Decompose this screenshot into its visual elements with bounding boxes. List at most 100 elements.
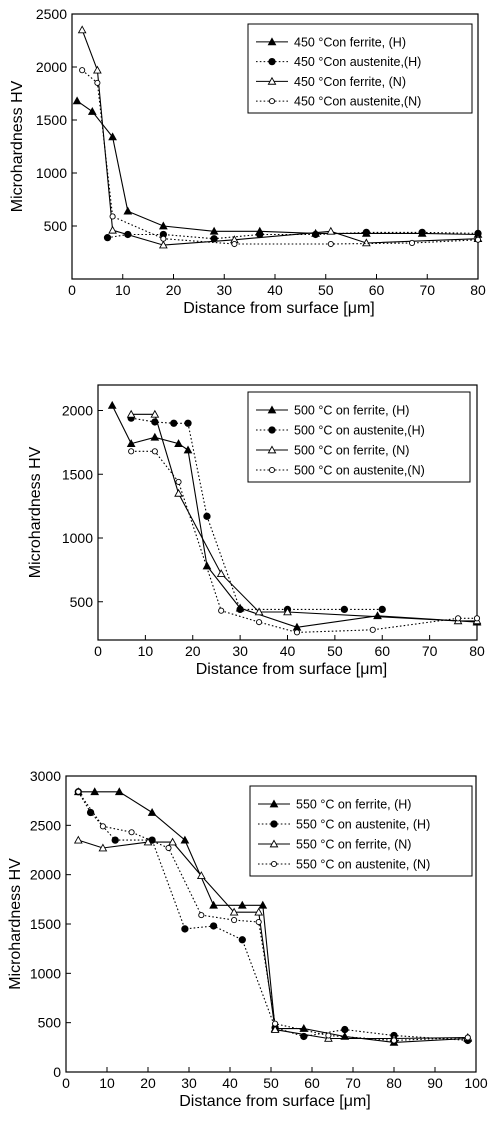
legend: 450 °Con ferrite, (H) 450 °Con austenite,…	[247, 23, 473, 114]
data-point	[160, 235, 167, 242]
y-tick-label: 1000	[62, 530, 93, 546]
chart-500c: 0 10 20 30 40 50 60 70 80 500 1000 1500 2000 Distance…	[27, 384, 485, 678]
x-tick-label: 70	[345, 1075, 361, 1091]
data-point	[272, 1020, 279, 1027]
data-point	[158, 240, 168, 249]
legend-marker	[270, 820, 278, 828]
data-point	[94, 79, 101, 86]
data-point	[327, 240, 334, 248]
y-tick-label: 500	[44, 218, 68, 234]
x-tick-label: 90	[427, 1075, 443, 1091]
series-4	[128, 448, 481, 636]
data-point	[390, 1037, 398, 1044]
data-point	[378, 605, 386, 614]
legend-marker	[267, 76, 277, 85]
data-point	[256, 230, 264, 239]
data-point	[258, 900, 268, 909]
legend-label: 500 °C on austenite,(H)	[294, 424, 425, 438]
data-point	[107, 400, 117, 409]
data-point	[126, 409, 136, 418]
data-point	[151, 448, 158, 455]
data-point	[150, 432, 160, 441]
x-tick-label: 40	[222, 1075, 238, 1091]
legend-label: 500 °C on ferrite, (H)	[294, 404, 409, 418]
data-point	[340, 605, 348, 614]
data-point	[256, 619, 263, 626]
data-point	[183, 445, 193, 454]
data-point	[203, 512, 211, 520]
data-point	[210, 235, 218, 243]
data-point	[79, 67, 86, 74]
x-tick-label: 20	[185, 643, 201, 659]
data-point	[75, 788, 82, 795]
y-tick-label: 1000	[30, 965, 61, 981]
data-point	[184, 419, 192, 427]
data-point	[174, 439, 183, 447]
data-point	[143, 837, 153, 846]
data-point	[126, 439, 136, 447]
data-point	[216, 569, 226, 578]
data-point	[299, 1024, 309, 1032]
legend-marker	[270, 860, 278, 868]
y-tick-label: 2500	[36, 6, 67, 22]
data-point	[473, 615, 481, 622]
data-point	[270, 1025, 280, 1033]
y-tick-label: 1500	[62, 466, 93, 482]
data-point	[255, 918, 262, 926]
series-line	[77, 791, 468, 1041]
series-4	[79, 67, 482, 248]
data-point	[236, 605, 244, 614]
x-tick-label: 70	[419, 282, 435, 298]
legend-label: 500 °C on austenite,(N)	[294, 464, 425, 478]
x-tick-label: 0	[68, 282, 76, 298]
y-tick-label: 0	[53, 1064, 61, 1080]
x-tick-label: 30	[232, 643, 248, 659]
data-point	[198, 912, 205, 919]
data-point	[361, 238, 371, 247]
legend: 500 °C on ferrite, (H) 500 °C on austenit…	[247, 391, 471, 483]
legend-marker	[268, 57, 276, 66]
data-point	[418, 228, 426, 237]
y-tick-label: 2000	[62, 403, 93, 419]
data-point	[90, 787, 100, 796]
data-point	[474, 236, 482, 243]
data-point	[123, 206, 133, 215]
data-point	[147, 807, 157, 816]
x-axis-label: Distance from surface [μm]	[179, 1093, 371, 1110]
y-tick-label: 500	[70, 594, 94, 610]
x-tick-label: 60	[304, 1075, 320, 1091]
legend-marker	[268, 466, 276, 474]
data-point	[114, 787, 124, 796]
chart-550c: 0 10 20 30 40 50 60 70 80 90 100050010001500200025…	[7, 768, 488, 1110]
x-tick-label: 50	[327, 643, 343, 659]
x-tick-label: 10	[115, 282, 131, 298]
y-tick-label: 3000	[30, 768, 61, 784]
data-point	[86, 808, 95, 817]
data-point	[196, 871, 206, 879]
legend-marker	[267, 405, 277, 414]
data-point	[174, 488, 183, 497]
legend-label: 500 °C on ferrite, (N)	[294, 444, 409, 458]
data-point	[128, 829, 135, 836]
y-tick-label: 1500	[36, 112, 67, 128]
legend-label: 550 °C on ferrite, (N)	[296, 838, 411, 852]
x-tick-label: 0	[62, 1075, 70, 1091]
series-line	[81, 69, 479, 245]
chart-450c: 0 10 20 30 40 50 60 70 80 500 1000 1500 2000 2500 Dist…	[9, 6, 486, 317]
y-axis-label: Microhardness HV	[27, 446, 44, 578]
y-tick-label: 2000	[36, 59, 67, 75]
data-point	[72, 96, 82, 105]
x-tick-label: 100	[464, 1075, 488, 1091]
x-tick-label: 20	[166, 282, 182, 298]
data-point	[150, 409, 160, 418]
data-point	[238, 936, 246, 944]
data-point	[218, 607, 225, 614]
series-4	[75, 788, 471, 1044]
data-point	[209, 226, 219, 235]
data-point	[231, 917, 238, 924]
data-point	[175, 478, 182, 485]
x-tick-label: 30	[181, 1075, 197, 1091]
data-point	[254, 907, 264, 916]
x-tick-label: 10	[99, 1075, 115, 1091]
data-point	[283, 607, 292, 616]
